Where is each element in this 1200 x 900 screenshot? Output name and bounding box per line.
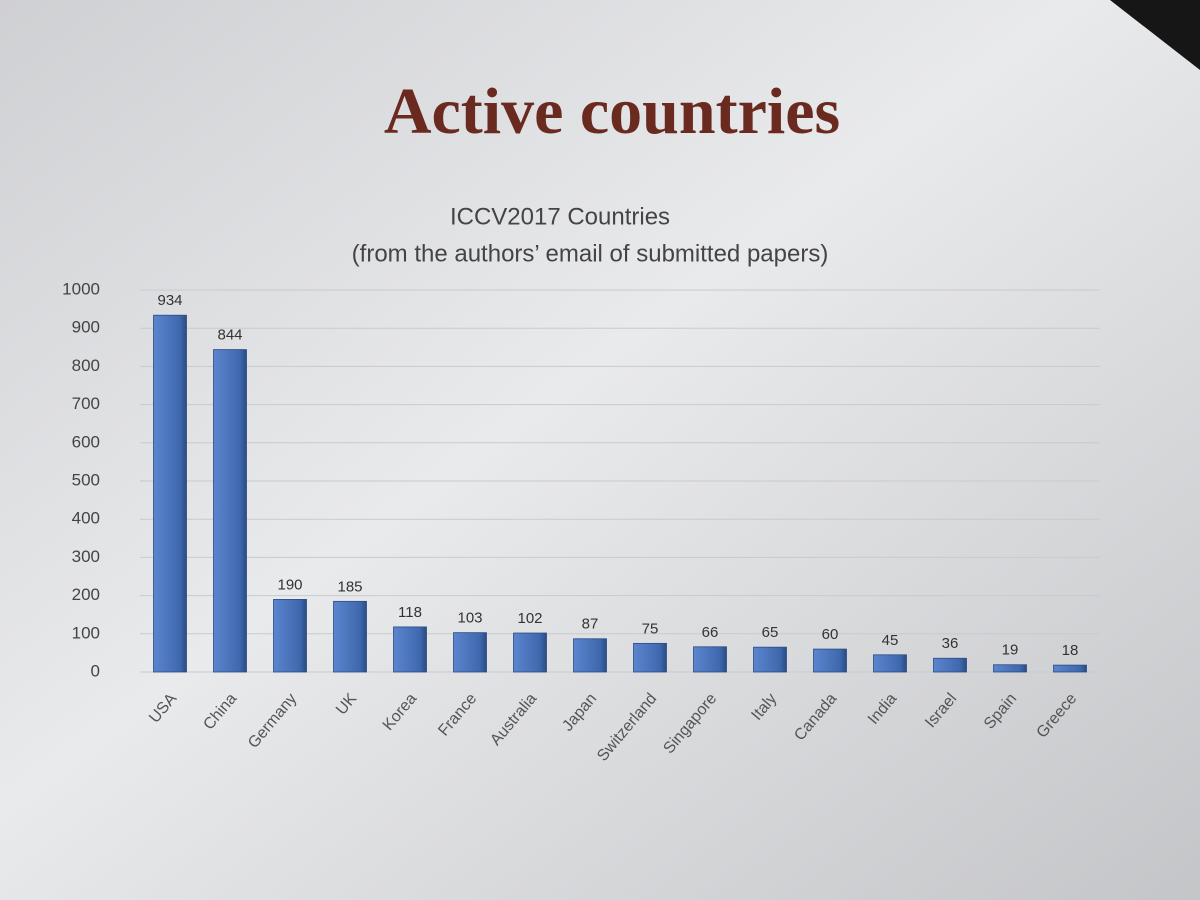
bar — [453, 632, 487, 673]
value-label: 844 — [217, 327, 242, 344]
value-label: 60 — [822, 626, 839, 643]
bar — [633, 642, 667, 673]
bar — [153, 314, 187, 673]
bar — [333, 600, 367, 673]
y-tick-label: 0 — [91, 661, 100, 680]
value-label: 118 — [398, 604, 422, 621]
bar — [273, 599, 307, 673]
value-label: 75 — [642, 620, 659, 637]
y-tick-label: 800 — [72, 356, 100, 375]
bar — [513, 632, 547, 673]
bar — [993, 664, 1027, 673]
bar — [1053, 664, 1087, 673]
y-tick-label: 900 — [72, 318, 100, 337]
value-label: 18 — [1062, 642, 1079, 659]
value-label: 190 — [277, 576, 302, 593]
value-label: 102 — [517, 610, 542, 627]
y-tick-label: 700 — [72, 394, 100, 413]
bar — [213, 349, 247, 673]
slide-heading: Active countries — [384, 75, 840, 148]
value-label: 103 — [457, 610, 482, 627]
value-label: 45 — [882, 632, 899, 649]
y-tick-label: 500 — [72, 470, 100, 489]
bar — [753, 646, 787, 673]
y-tick-label: 200 — [72, 585, 100, 604]
y-tick-label: 300 — [72, 547, 100, 566]
y-tick-label: 1000 — [62, 279, 100, 298]
value-label: 934 — [157, 292, 182, 309]
y-tick-label: 100 — [72, 623, 100, 642]
bar — [573, 638, 607, 673]
value-label: 36 — [942, 635, 959, 652]
value-label: 87 — [582, 616, 599, 633]
y-tick-label: 400 — [72, 509, 100, 528]
bar — [813, 648, 847, 673]
bar — [873, 654, 907, 673]
value-label: 19 — [1002, 642, 1019, 659]
value-label: 185 — [337, 578, 362, 595]
bar — [933, 657, 967, 673]
value-label: 65 — [762, 624, 779, 641]
bar — [693, 646, 727, 673]
chart-subtitle: (from the authors’ email of submitted pa… — [352, 240, 829, 267]
value-label: 66 — [702, 624, 719, 641]
y-tick-label: 600 — [72, 432, 100, 451]
chart-title: ICCV2017 Countries — [450, 203, 670, 230]
bar — [393, 626, 427, 673]
